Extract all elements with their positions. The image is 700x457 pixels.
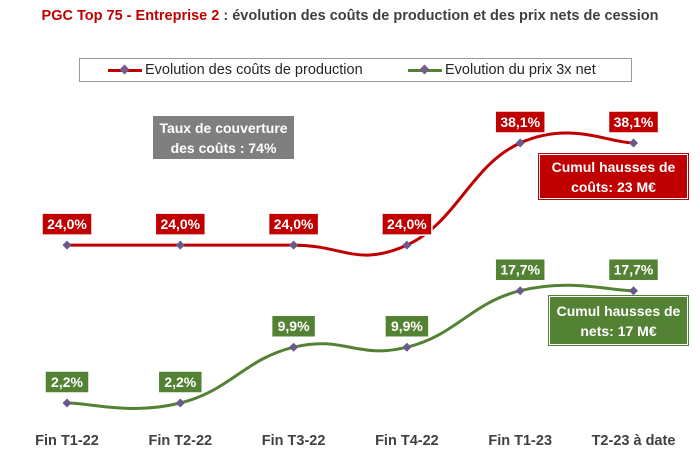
series-line-price (66, 283, 634, 410)
cost-cumul-annotation: Cumul hausses de coûts: 23 M€ (538, 153, 689, 200)
coverage-annotation: Taux de couverture des coûts : 74% (153, 116, 294, 159)
price-cumul-annotation: Cumul hausses de nets: 17 M€ (548, 295, 689, 346)
data-label-price: 9,9% (270, 314, 317, 338)
data-point-price (628, 286, 639, 296)
data-label-cost: 38,1% (494, 110, 546, 134)
legend-label-price: Evolution du prix 3x net (445, 62, 596, 78)
svg-text:17,7%: 17,7% (500, 262, 540, 278)
data-label-price: 17,7% (607, 257, 660, 282)
chart-title-highlight: PGC Top 75 - Entreprise 2 (41, 8, 220, 24)
data-point-price (402, 342, 412, 352)
svg-text:9,9%: 9,9% (391, 318, 423, 334)
data-point-cost (62, 240, 72, 250)
svg-text:2,2%: 2,2% (164, 374, 196, 390)
data-label-cost: 24,0% (267, 212, 320, 236)
x-tick-label: T2-23 à date (592, 433, 676, 449)
svg-text:2,2%: 2,2% (51, 374, 83, 390)
series-line-cost (66, 131, 634, 257)
data-point-price (289, 342, 299, 352)
legend-swatch-price (408, 61, 442, 79)
x-tick-label: Fin T2-22 (148, 433, 212, 449)
x-tick-label: Fin T1-23 (488, 433, 552, 449)
svg-text:38,1%: 38,1% (500, 114, 540, 130)
legend-item-cost: Evolution des coûts de production (108, 61, 363, 79)
data-label-price: 9,9% (384, 314, 430, 338)
data-label-price: 2,2% (44, 370, 90, 394)
data-label-price: 17,7% (494, 257, 546, 282)
legend: Evolution des coûts de production Evolut… (79, 58, 632, 82)
svg-text:24,0%: 24,0% (274, 216, 314, 232)
svg-text:24,0%: 24,0% (387, 216, 427, 232)
data-point-price (515, 286, 525, 296)
svg-text:9,9%: 9,9% (278, 318, 310, 334)
x-tick-label: Fin T4-22 (375, 433, 439, 449)
legend-label-cost: Evolution des coûts de production (145, 62, 363, 78)
data-label-cost: 24,0% (154, 212, 207, 236)
legend-swatch-cost (108, 61, 142, 79)
data-point-cost (289, 240, 299, 250)
data-label-price: 2,2% (157, 370, 204, 394)
svg-text:38,1%: 38,1% (614, 114, 654, 130)
svg-text:17,7%: 17,7% (614, 262, 654, 278)
data-label-cost: 24,0% (381, 212, 433, 236)
x-tick-label: Fin T1-22 (35, 433, 99, 449)
data-label-cost: 24,0% (41, 212, 93, 236)
data-point-price (175, 398, 185, 408)
data-label-cost: 38,1% (607, 110, 660, 134)
x-tick-label: Fin T3-22 (262, 433, 326, 449)
data-point-cost (175, 240, 185, 250)
svg-text:24,0%: 24,0% (160, 216, 200, 232)
chart-title-rest: : évolution des coûts de production et d… (219, 8, 659, 24)
legend-item-price: Evolution du prix 3x net (408, 61, 596, 79)
svg-text:24,0%: 24,0% (47, 216, 87, 232)
chart-title: PGC Top 75 - Entreprise 2 : évolution de… (0, 6, 700, 26)
data-point-cost (628, 138, 639, 148)
data-point-price (62, 398, 72, 408)
data-point-cost (402, 240, 412, 250)
